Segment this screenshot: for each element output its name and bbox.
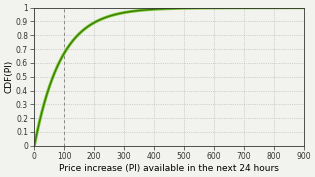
X-axis label: Price increase (PI) available in the next 24 hours: Price increase (PI) available in the nex… [59, 164, 279, 173]
Y-axis label: CDF(PI): CDF(PI) [4, 60, 13, 93]
